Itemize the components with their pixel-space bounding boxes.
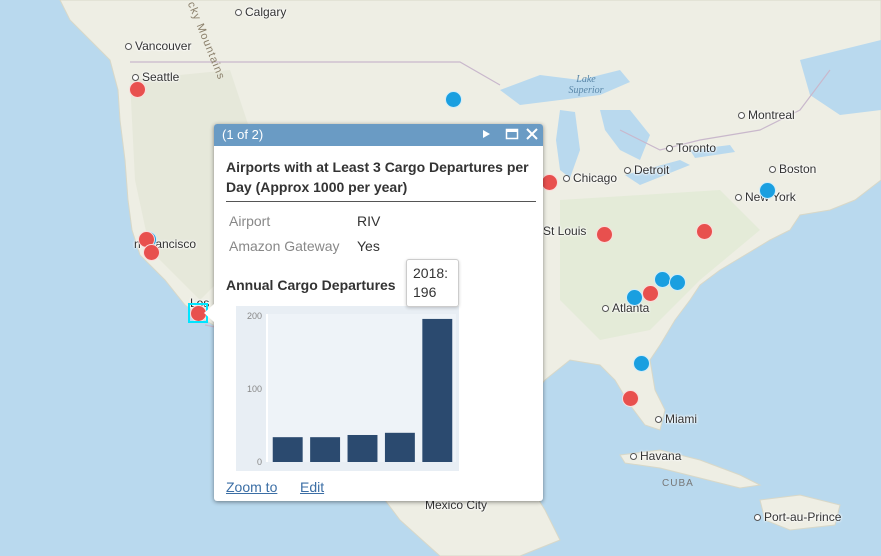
zoom-to-link[interactable]: Zoom to [226, 479, 278, 495]
city-dot-icon [235, 9, 242, 17]
next-feature-button[interactable] [480, 127, 492, 145]
city-atlanta: Atlanta [602, 301, 649, 315]
airport-marker-blue[interactable] [633, 355, 650, 372]
lake-ontario [690, 145, 735, 158]
popup-pager: (1 of 2) [222, 127, 264, 142]
close-button[interactable] [525, 127, 539, 145]
chart-bar[interactable] [272, 437, 303, 462]
lake-superior [500, 70, 630, 105]
close-icon [526, 128, 538, 140]
city-dot-icon [655, 416, 662, 424]
city-calgary: Calgary [235, 5, 286, 19]
lake-huron [600, 110, 650, 160]
attr-airport-value: RIV [357, 213, 381, 229]
city-port-au-prince: Port-au-Prince [754, 510, 841, 524]
airport-marker-red[interactable] [541, 174, 558, 191]
city-detroit: Detroit [624, 163, 669, 177]
popup-header: (1 of 2) [214, 124, 543, 146]
city-dot-icon [132, 74, 139, 82]
y-tick-label: 200 [247, 311, 262, 321]
city-toronto: Toronto [666, 141, 716, 155]
hispaniola-island [759, 494, 841, 531]
airport-marker-red[interactable] [642, 285, 659, 302]
city-st-louis: St Louis [543, 224, 587, 238]
title-divider [226, 201, 536, 202]
city-mexico-city: Mexico City [425, 498, 488, 512]
chart-bar[interactable] [347, 434, 378, 462]
airport-marker-blue[interactable] [669, 274, 686, 291]
edit-link[interactable]: Edit [300, 479, 325, 495]
attr-amazon-gateway-value: Yes [357, 238, 380, 254]
city-dot-icon [624, 167, 631, 175]
attr-amazon-gateway-label: Amazon Gateway [229, 238, 340, 254]
us-canada-border [130, 61, 831, 151]
play-icon [483, 130, 490, 138]
chart-bar[interactable] [422, 318, 453, 462]
lake-erie [625, 160, 690, 185]
gulf-st-lawrence [800, 40, 881, 115]
lake-superior-label: Lake Superior [568, 74, 604, 96]
airport-marker-red[interactable] [129, 81, 146, 98]
city-dot-icon [754, 514, 761, 522]
tooltip-label: 2018: [413, 265, 449, 281]
airport-marker-blue[interactable] [445, 91, 462, 108]
city-dot-icon [563, 175, 570, 183]
city-miami: Miami [655, 412, 697, 426]
airport-marker-blue[interactable] [759, 182, 776, 199]
bar-tooltip: 2018: 196 [406, 259, 459, 307]
city-vancouver: Vancouver [125, 39, 191, 53]
lake-michigan [556, 110, 580, 178]
airport-marker-blue[interactable] [626, 289, 643, 306]
city-chicago: Chicago [563, 171, 617, 185]
city-dot-icon [125, 43, 132, 51]
city-dot-icon [630, 453, 637, 461]
city-seattle: Seattle [132, 70, 179, 84]
airport-marker-red[interactable] [696, 223, 713, 240]
chart-bar[interactable] [310, 437, 341, 462]
cuba-island [619, 449, 762, 489]
city-havana: Havana [630, 449, 681, 463]
y-tick-label: 0 [257, 457, 262, 467]
maximize-button[interactable] [505, 127, 519, 145]
city-dot-icon [738, 112, 745, 120]
city-dot-icon [769, 166, 776, 174]
city-boston: Boston [769, 162, 816, 176]
cargo-departures-chart: 0 100 200 [236, 306, 459, 471]
city-dot-icon [735, 194, 742, 202]
airport-marker-red[interactable] [622, 390, 639, 407]
chart-title: Annual Cargo Departures [226, 277, 396, 293]
y-tick-label: 100 [247, 384, 262, 394]
popup-pointer [204, 304, 214, 322]
city-dot-icon [666, 145, 673, 153]
feature-popup: (1 of 2) Airports with at Least 3 Cargo … [204, 124, 543, 501]
chart-bar[interactable] [384, 432, 415, 462]
popup-title: Airports with at Least 3 Cargo Departure… [226, 159, 529, 195]
cuba-label: CUBA [662, 478, 694, 489]
airport-marker-red[interactable] [143, 244, 160, 261]
tooltip-value: 196 [413, 284, 437, 300]
attr-airport-label: Airport [229, 213, 271, 229]
maximize-icon [505, 128, 519, 140]
city-montreal: Montreal [738, 108, 795, 122]
city-dot-icon [602, 305, 609, 313]
airport-marker-red[interactable] [596, 226, 613, 243]
